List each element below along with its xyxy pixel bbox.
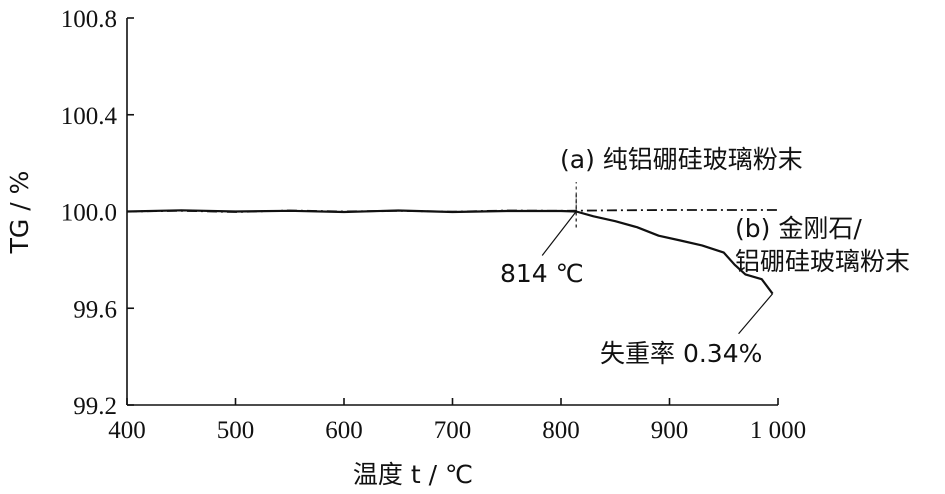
y-tick-label: 99.6 (73, 296, 117, 323)
y-axis-title: TG / % (5, 171, 34, 255)
x-tick-label: 700 (434, 417, 472, 444)
x-tick-label: 400 (108, 417, 146, 444)
x-tick-label: 900 (651, 417, 689, 444)
mass-loss-leader-line (738, 293, 774, 335)
y-tick-label: 100.8 (61, 6, 117, 33)
series-group (126, 209, 778, 295)
x-tick-label: 800 (542, 417, 580, 444)
series-b-label-line1: (b) 金刚石/ (735, 214, 862, 243)
x-tick-label: 600 (325, 417, 363, 444)
series-b-line (126, 209, 774, 295)
y-tick-label: 100.4 (61, 103, 118, 130)
series-a-label: (a) 纯铝硼硅玻璃粉末 (560, 145, 803, 174)
y-tick-label: 99.2 (73, 393, 117, 420)
onset-leader-line (541, 211, 577, 256)
x-tick-label: 500 (217, 417, 255, 444)
onset-temperature-label: 814 ℃ (500, 259, 584, 288)
mass-loss-label: 失重率 0.34% (600, 339, 762, 368)
annotation-marks (541, 182, 774, 335)
x-axis-title: 温度 t / ℃ (353, 460, 473, 489)
y-tick-label: 100.0 (61, 200, 117, 227)
series-b-label-line2: 铝硼硅玻璃粉末 (735, 247, 910, 276)
x-tick-label: 1 000 (750, 417, 806, 444)
ticks: 400 500 600 700 800 900 1 000 99.2 99.6 100.0 100.… (61, 6, 806, 444)
